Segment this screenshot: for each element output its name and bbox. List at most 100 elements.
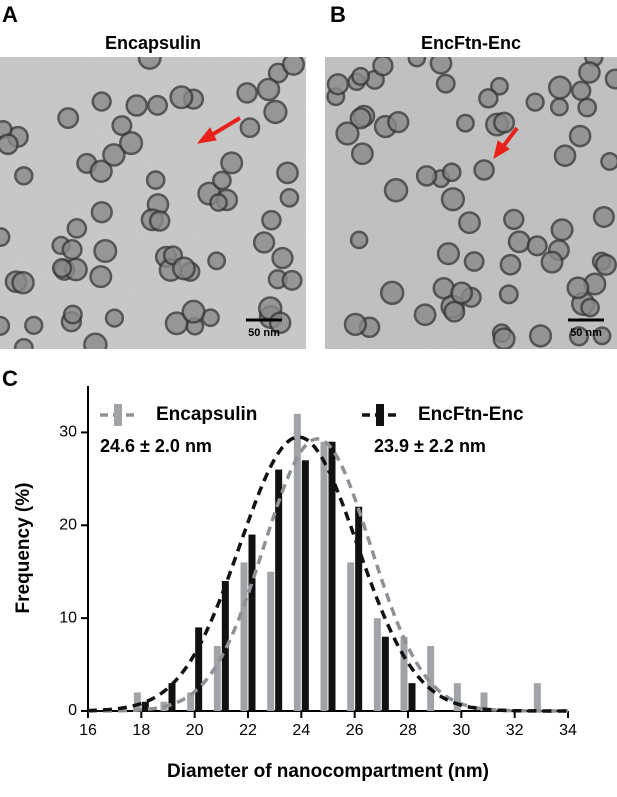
particle <box>571 80 592 102</box>
bar <box>187 692 195 711</box>
particle <box>443 300 466 323</box>
y-tick-label: 10 <box>59 609 77 626</box>
particle <box>568 326 590 347</box>
arrow <box>196 116 519 160</box>
particle <box>456 113 475 133</box>
particle <box>528 324 553 348</box>
particle <box>349 107 372 130</box>
particle <box>261 209 282 231</box>
particle <box>435 73 456 94</box>
fit-curve <box>87 435 568 713</box>
particle <box>568 124 592 148</box>
panel-letter: A <box>2 2 18 27</box>
particle <box>440 187 466 212</box>
particle <box>441 162 462 183</box>
particle <box>252 231 276 254</box>
particle <box>550 218 574 242</box>
particle <box>256 77 281 102</box>
micrograph-a <box>0 57 306 349</box>
particle <box>281 269 303 291</box>
panel-title: EncFtn-Enc <box>421 33 521 53</box>
particle <box>61 239 83 261</box>
particle <box>498 284 519 305</box>
particle <box>578 61 601 84</box>
particle <box>11 270 35 295</box>
particle <box>553 144 577 167</box>
particle <box>526 235 548 257</box>
particle <box>147 94 169 116</box>
particle <box>380 280 405 306</box>
panel-title: Encapsulin <box>105 33 201 53</box>
particle <box>413 303 437 327</box>
scale-label: 50 nm <box>248 327 280 339</box>
particle <box>580 297 600 318</box>
particle <box>279 187 300 208</box>
particle <box>90 201 113 224</box>
annotation: 23.9 ± 2.2 nm <box>374 436 486 456</box>
particle <box>436 242 460 266</box>
particle <box>0 227 11 248</box>
x-tick-label: 24 <box>292 722 310 739</box>
bar <box>141 701 149 711</box>
particle <box>171 256 196 281</box>
y-tick-label: 20 <box>59 517 77 534</box>
bar <box>195 627 203 711</box>
particle <box>351 66 371 86</box>
x-tick-label: 32 <box>506 722 524 739</box>
particle <box>119 131 144 156</box>
particle <box>566 276 590 300</box>
particle <box>387 111 410 134</box>
bar <box>408 683 416 711</box>
particle <box>0 315 11 336</box>
y-axis-label: Frequency (%) <box>13 483 34 614</box>
particle <box>0 133 19 156</box>
particle <box>600 151 617 171</box>
x-tick-label: 20 <box>186 722 204 739</box>
particle <box>349 230 369 250</box>
particle <box>493 111 516 134</box>
legend-bar <box>114 404 122 426</box>
particle <box>473 159 495 181</box>
bar <box>480 692 488 711</box>
particle <box>350 142 374 166</box>
legend-label: EncFtn-Enc <box>418 404 524 425</box>
x-tick-label: 18 <box>132 722 150 739</box>
particle <box>93 238 118 264</box>
y-tick-label: 0 <box>68 702 77 719</box>
particle <box>89 159 113 183</box>
particle <box>592 205 615 228</box>
panel-letter: C <box>2 366 18 391</box>
particle <box>326 73 350 96</box>
particle <box>458 211 481 235</box>
particle <box>220 151 244 175</box>
bar <box>301 460 309 711</box>
bar <box>240 562 248 711</box>
particle <box>239 117 261 139</box>
bar <box>347 562 355 711</box>
x-tick-label: 30 <box>452 722 470 739</box>
particle <box>450 281 474 305</box>
particle <box>148 210 171 232</box>
bar <box>328 441 336 711</box>
x-tick-label: 16 <box>79 722 97 739</box>
particle <box>181 299 206 324</box>
particle <box>592 326 612 346</box>
bar <box>248 534 256 711</box>
bar <box>400 636 408 711</box>
particle <box>263 99 288 125</box>
particle <box>104 308 125 328</box>
particle <box>51 257 73 279</box>
particle <box>281 57 305 76</box>
particle <box>66 218 88 239</box>
particle <box>102 143 126 167</box>
legend-label: Encapsulin <box>156 404 257 425</box>
particle <box>525 92 545 112</box>
x-tick-label: 26 <box>346 722 364 739</box>
particle <box>463 251 485 272</box>
particle <box>137 57 162 70</box>
annotation: 24.6 ± 2.0 nm <box>100 436 212 456</box>
panel-letter: B <box>330 2 346 27</box>
y-tick-label: 30 <box>59 424 77 441</box>
particle <box>478 88 499 109</box>
